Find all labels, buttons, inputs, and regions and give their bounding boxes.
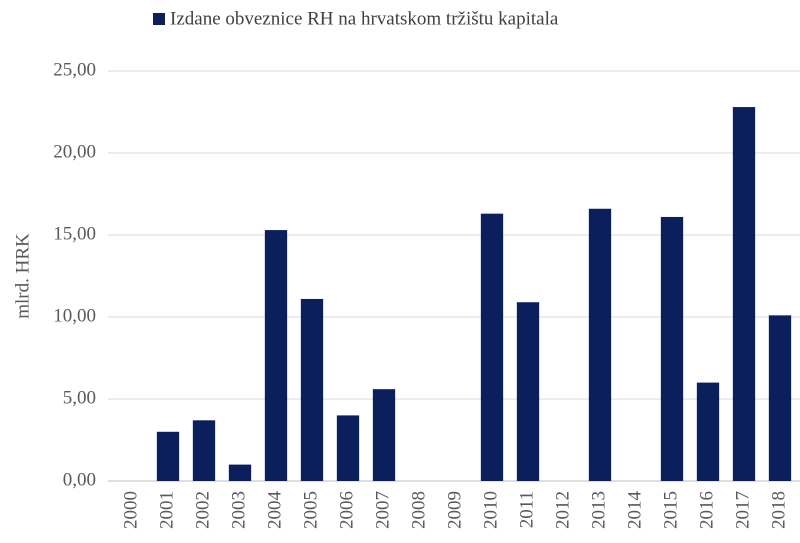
legend: Izdane obveznice RH na hrvatskom tržištu… [153, 8, 559, 29]
x-tick-label: 2017 [732, 491, 753, 529]
x-tick-label: 2001 [156, 491, 177, 529]
bar [480, 213, 504, 481]
x-tick-label: 2000 [120, 491, 141, 529]
x-tick-label: 2013 [588, 491, 609, 529]
y-tick-label: 15,00 [53, 223, 96, 244]
bar [768, 315, 792, 481]
x-tick-label: 2012 [552, 491, 573, 529]
x-tick-label: 2018 [768, 491, 789, 529]
y-tick-label: 25,00 [53, 59, 96, 80]
x-tick-label: 2010 [480, 491, 501, 529]
bar [264, 230, 288, 481]
y-axis-label: mlrd. HRK [12, 233, 33, 319]
y-tick-label: 0,00 [63, 469, 96, 490]
legend-swatch [153, 13, 165, 25]
x-tick-label: 2006 [336, 491, 357, 529]
bar [372, 389, 396, 481]
bar [228, 464, 252, 481]
x-tick-label: 2004 [264, 491, 285, 530]
y-tick-label: 20,00 [53, 141, 96, 162]
bar [588, 208, 612, 481]
legend-label: Izdane obveznice RH na hrvatskom tržištu… [170, 8, 559, 29]
bar [732, 107, 756, 481]
x-tick-label: 2007 [372, 491, 393, 529]
x-tick-label: 2005 [300, 491, 321, 529]
x-tick-label: 2002 [192, 491, 213, 529]
bar [192, 420, 216, 481]
x-tick-label: 2008 [408, 491, 429, 529]
x-tick-label: 2009 [444, 491, 465, 529]
bar [696, 382, 720, 481]
bar [336, 415, 360, 481]
y-tick-label: 5,00 [63, 387, 96, 408]
x-tick-label: 2003 [228, 491, 249, 529]
bar [156, 431, 180, 481]
x-tick-label: 2014 [624, 491, 645, 530]
x-tick-label: 2015 [660, 491, 681, 529]
bar [660, 216, 684, 481]
y-tick-label: 10,00 [53, 305, 96, 326]
x-tick-label: 2016 [696, 491, 717, 529]
bar [300, 298, 324, 481]
x-tick-label: 2011 [516, 491, 537, 528]
bar [516, 302, 540, 481]
